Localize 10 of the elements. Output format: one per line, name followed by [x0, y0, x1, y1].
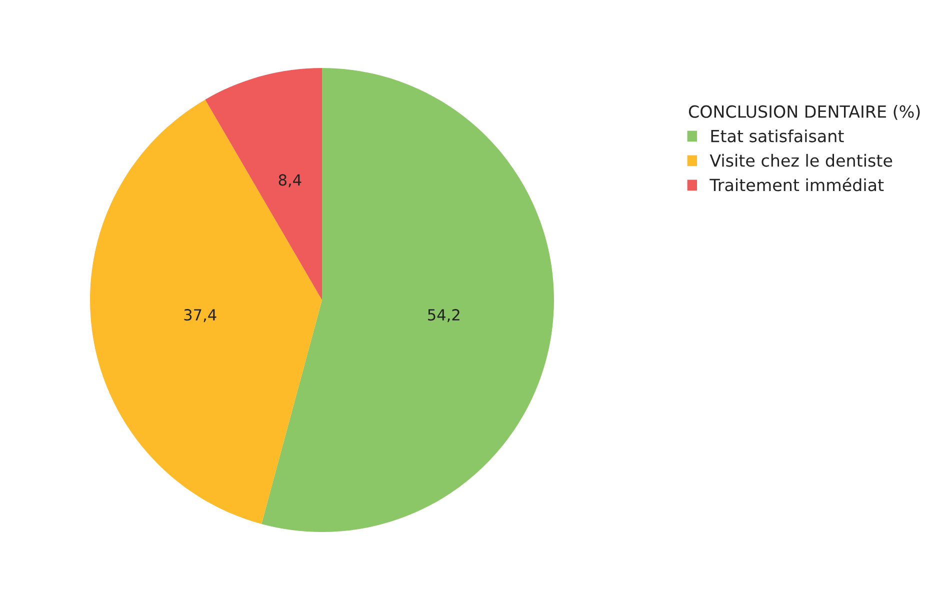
pie-slice	[205, 68, 322, 300]
legend-label: Visite chez le dentiste	[710, 154, 892, 167]
pie-slice	[90, 100, 322, 524]
data-label: 54,2	[428, 309, 460, 322]
legend-label: Etat satisfaisant	[711, 129, 844, 142]
data-label: 8,4	[278, 174, 302, 188]
data-label: 37,4	[184, 309, 216, 322]
legend-title: CONCLUSION DENTAIRE (%)	[688, 105, 920, 120]
pie-slice	[261, 68, 554, 532]
legend-label: Traitement immédiat	[710, 178, 884, 192]
